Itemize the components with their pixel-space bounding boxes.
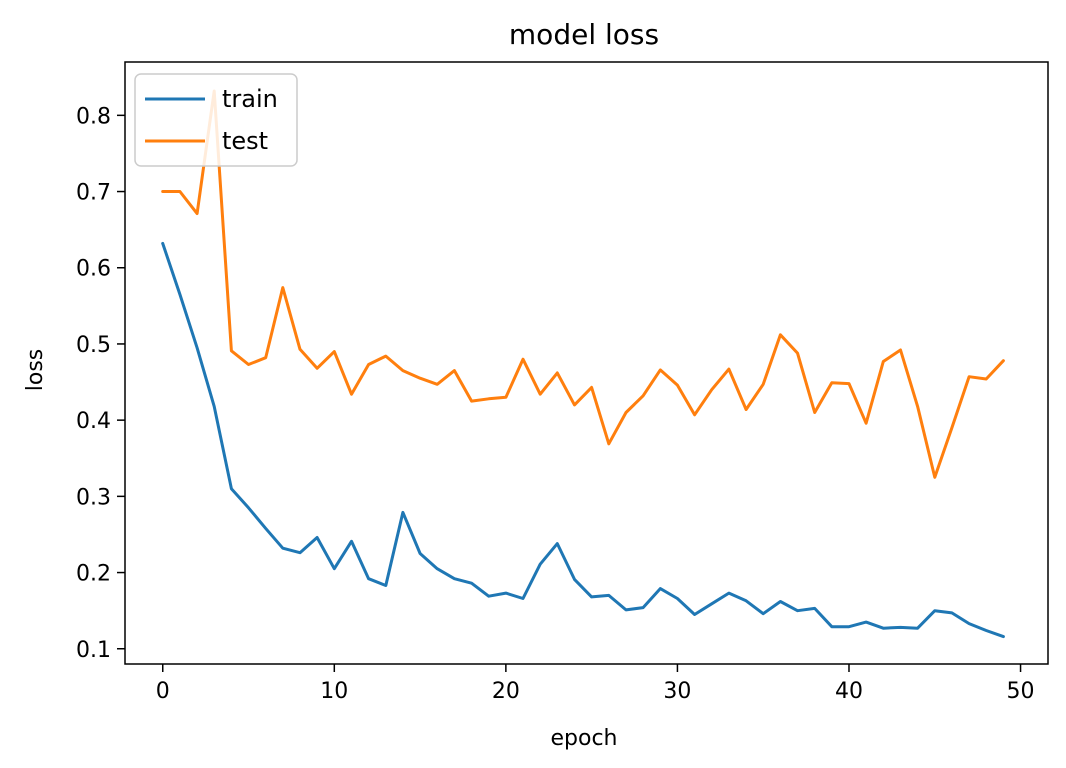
y-axis-ticks: 0.1 0.2 0.3 0.4 0.5 0.6 0.7 0.8	[76, 104, 125, 663]
legend-box	[134, 73, 298, 167]
x-tick-label: 20	[492, 679, 520, 704]
y-tick-label: 0.3	[76, 485, 111, 510]
y-tick-label: 0.1	[76, 638, 111, 663]
y-tick-label: 0.2	[76, 562, 111, 587]
y-tick-label: 0.6	[76, 257, 111, 282]
chart-title: model loss	[509, 18, 659, 51]
x-tick-label: 40	[835, 679, 863, 704]
y-tick-label: 0.7	[76, 181, 111, 206]
series-line-test	[161, 89, 1005, 479]
legend: train test	[134, 73, 298, 167]
x-tick-label: 50	[1007, 679, 1035, 704]
x-axis-label: epoch	[551, 726, 618, 751]
y-tick-label: 0.5	[76, 333, 111, 358]
x-axis-ticks: 0 10 20 30 40 50	[156, 664, 1035, 704]
legend-label-test: test	[222, 127, 268, 155]
x-tick-label: 10	[320, 679, 348, 704]
y-tick-label: 0.8	[76, 104, 111, 129]
x-tick-label: 0	[156, 679, 170, 704]
legend-label-train: train	[222, 85, 278, 113]
series-line-train	[161, 241, 1005, 639]
series-layer	[161, 89, 1005, 639]
x-tick-label: 30	[663, 679, 691, 704]
y-tick-label: 0.4	[76, 409, 111, 434]
y-axis-label: loss	[23, 349, 48, 392]
